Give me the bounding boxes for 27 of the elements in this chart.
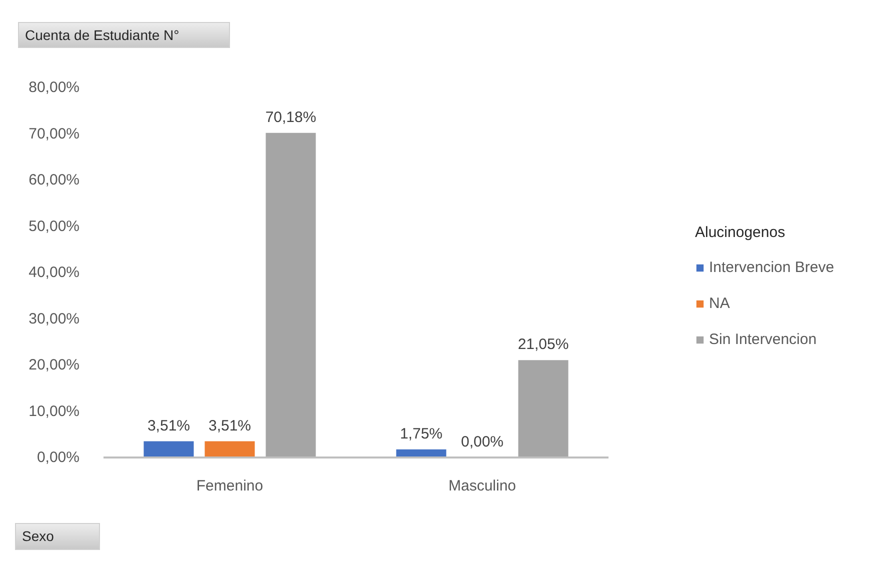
data-label: 3,51% bbox=[208, 417, 252, 434]
y-tick-label: 30,00% bbox=[28, 310, 80, 328]
bar bbox=[266, 132, 316, 458]
y-tick-label: 50,00% bbox=[28, 218, 80, 235]
legend-label: Sin Intervencion bbox=[709, 331, 817, 348]
bar bbox=[144, 441, 194, 458]
legend-title: Alucinogenos bbox=[695, 224, 786, 241]
x-axis-title: Sexo bbox=[22, 528, 54, 545]
y-tick-label: 20,00% bbox=[28, 356, 80, 374]
legend-label: NA bbox=[709, 295, 730, 312]
data-label: 3,51% bbox=[147, 417, 190, 434]
y-tick-label: 0,00% bbox=[36, 449, 80, 466]
data-label: 1,75% bbox=[400, 425, 443, 442]
y-tick-label: 70,00% bbox=[28, 125, 80, 142]
y-axis-title: Cuenta de Estudiante N° bbox=[25, 27, 180, 44]
y-tick-label: 10,00% bbox=[28, 402, 80, 420]
y-tick-label: 80,00% bbox=[28, 79, 80, 96]
data-label: 0,00% bbox=[460, 434, 504, 450]
data-label: 70,18% bbox=[265, 108, 316, 126]
x-tick-label: Masculino bbox=[448, 478, 516, 494]
data-label: 21,05% bbox=[518, 336, 569, 354]
x-tick-label: Femenino bbox=[196, 478, 264, 494]
y-tick-label: 40,00% bbox=[28, 264, 80, 281]
legend-label: Intervencion Breve bbox=[709, 259, 834, 276]
y-tick-label: 60,00% bbox=[28, 172, 80, 188]
bar bbox=[204, 441, 255, 458]
bar bbox=[518, 360, 568, 458]
